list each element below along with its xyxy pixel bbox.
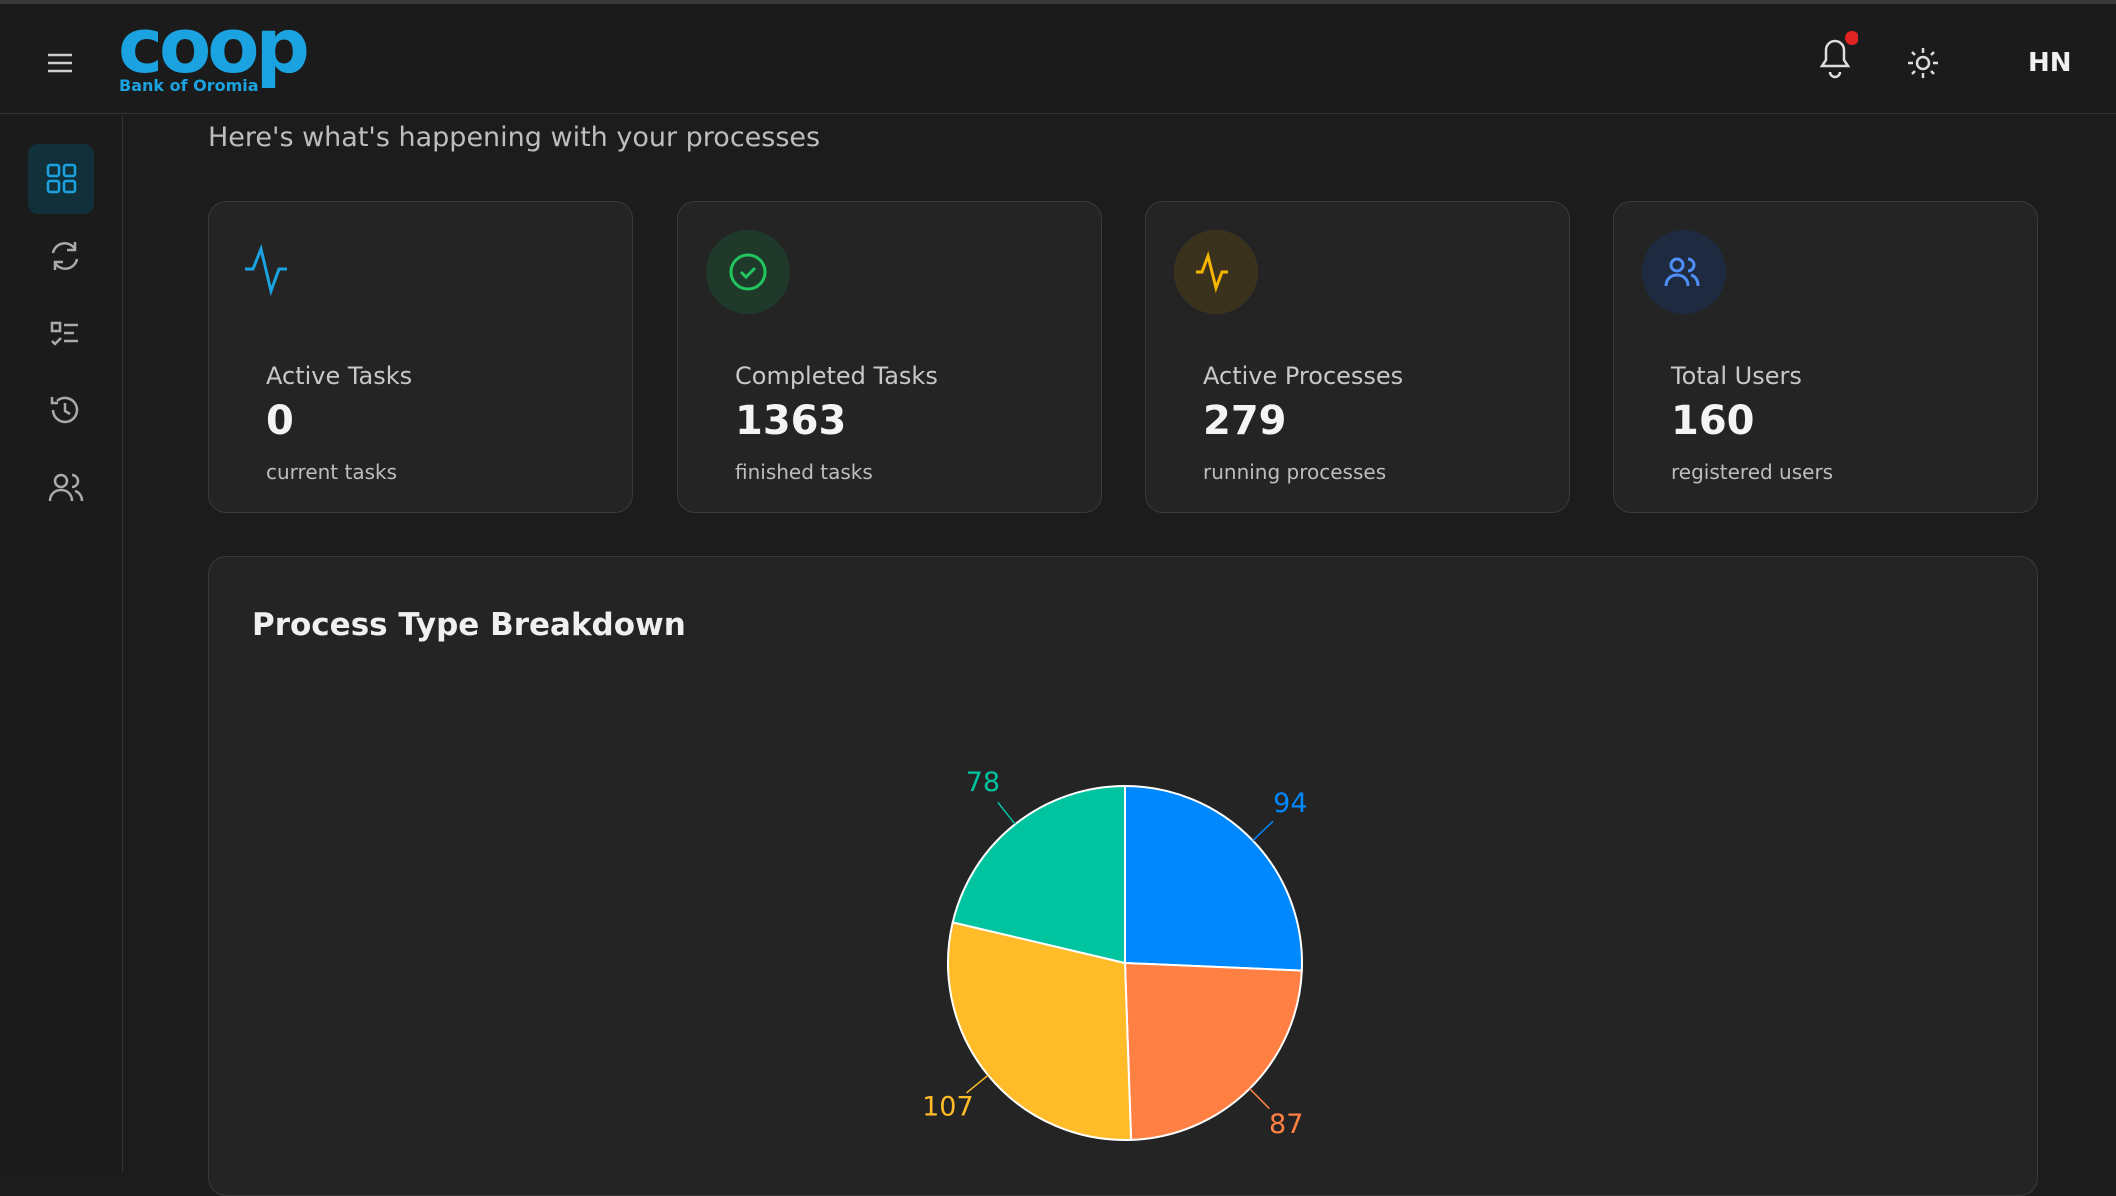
nav-processes[interactable] (48, 239, 82, 273)
card-icon (1642, 230, 1726, 314)
card-label: Active Processes (1203, 362, 1404, 390)
page-subtitle: Here's what's happening with your proces… (208, 122, 821, 153)
card-label: Active Tasks (266, 362, 413, 390)
logo-subtitle: Bank of Oromia (119, 76, 259, 95)
card-value: 160 (1671, 398, 1755, 444)
notification-button[interactable] (1812, 26, 1858, 82)
card-label: Completed Tasks (735, 362, 938, 390)
logo[interactable]: coop (118, 1, 310, 90)
data-label: 78 (966, 767, 1000, 798)
card-icon (706, 230, 790, 314)
stat-card: Active Processes 279 running processes (1145, 201, 1570, 513)
card-caption: finished tasks (735, 460, 873, 484)
card-caption: running processes (1203, 460, 1387, 484)
card-value: 1363 (735, 398, 847, 444)
menu-button[interactable] (46, 52, 74, 74)
nav-dashboard[interactable] (28, 144, 94, 214)
nav-tasks[interactable] (48, 317, 82, 351)
data-label: 87 (1269, 1109, 1303, 1140)
stat-card: Total Users 160 registered users (1613, 201, 2038, 513)
chart-title: Process Type Breakdown (252, 607, 686, 643)
card-value: 279 (1203, 398, 1287, 444)
theme-toggle[interactable] (1906, 46, 1940, 80)
user-avatar[interactable]: HN (2028, 48, 2072, 78)
card-value: 0 (266, 398, 294, 444)
sidebar (0, 115, 123, 1172)
label-line (1249, 1088, 1270, 1110)
card-caption: current tasks (266, 460, 398, 484)
data-label: 94 (1273, 788, 1307, 819)
card-icon (1174, 230, 1258, 314)
chart-panel: Process Type Breakdown 94 87 107 78 (208, 556, 2038, 1196)
stat-card: Completed Tasks 1363 finished tasks (677, 201, 1102, 513)
header: coop Bank of Oromia HN (0, 0, 2116, 114)
card-icon (245, 244, 287, 297)
data-label: 107 (922, 1092, 974, 1123)
label-line (1252, 820, 1274, 842)
stat-card: Active Tasks 0 current tasks (208, 201, 633, 513)
card-caption: registered users (1671, 460, 1834, 484)
nav-history[interactable] (48, 393, 82, 427)
label-line (965, 1074, 989, 1094)
card-label: Total Users (1671, 362, 1802, 390)
pie-chart: 94 87 107 78 (922, 767, 1308, 1141)
nav-users[interactable] (48, 470, 84, 504)
label-line (997, 801, 1016, 825)
